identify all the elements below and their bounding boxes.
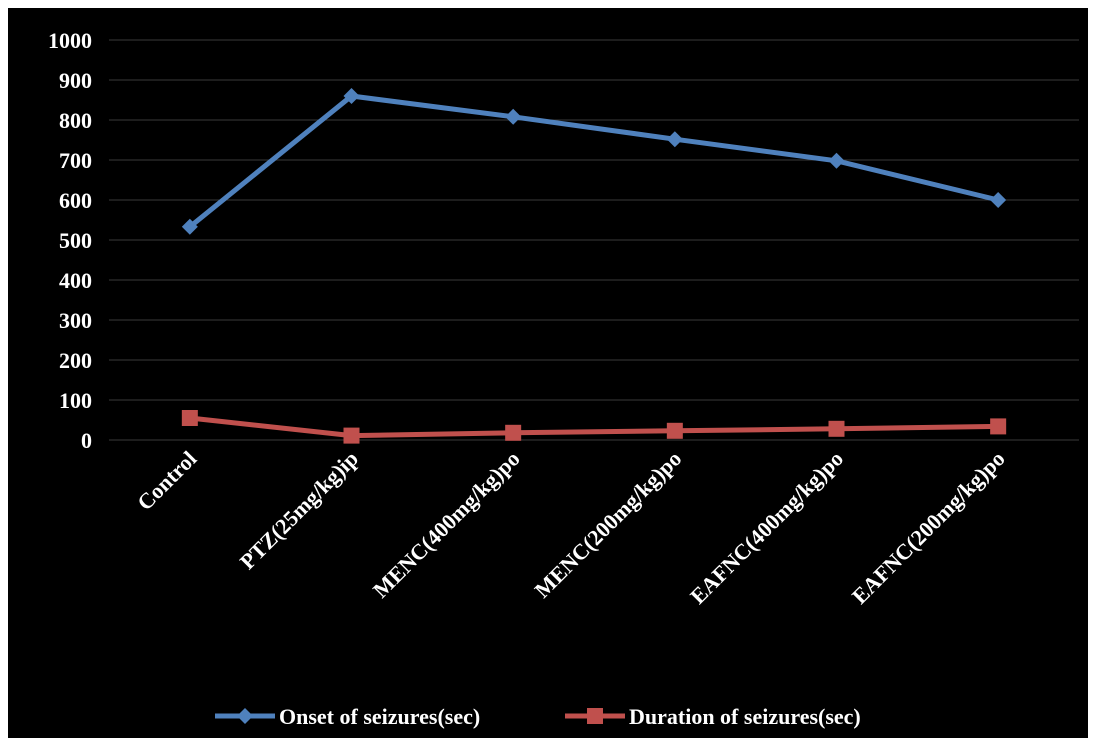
diamond-marker <box>990 192 1007 208</box>
x-tick-label: EAFNC(400mg/kg)po <box>685 446 848 609</box>
y-tick-label: 100 <box>59 388 92 413</box>
square-marker <box>990 418 1007 435</box>
diamond-marker <box>237 708 253 724</box>
x-tick-label: Control <box>132 446 201 515</box>
y-tick-label: 700 <box>59 148 92 173</box>
square-marker <box>181 410 198 426</box>
x-axis-tick-labels: Control PTZ(25mg/kg)ip MENC(400mg/kg)po MEN… <box>132 446 1010 609</box>
square-marker <box>666 422 683 439</box>
x-tick-label: MENC(400mg/kg)po <box>368 446 525 603</box>
x-tick-label: MENC(200mg/kg)po <box>530 446 687 603</box>
legend-entry: Duration of seizures(sec) <box>565 704 861 729</box>
line-chart: 0 100 200 300 400 500 600 700 800 900 1000 Control… <box>48 28 1079 729</box>
y-tick-label: 900 <box>59 68 92 93</box>
series-1 <box>181 410 1007 444</box>
square-marker <box>505 424 522 441</box>
series-line <box>187 415 1001 439</box>
y-tick-label: 0 <box>81 428 92 453</box>
y-tick-label: 500 <box>59 228 92 253</box>
chart-frame: 0 100 200 300 400 500 600 700 800 900 1000 Control… <box>8 8 1088 738</box>
legend: Onset of seizures(sec) Duration of seizur… <box>215 704 861 729</box>
square-marker <box>587 708 603 724</box>
diamond-marker <box>181 218 198 235</box>
y-axis-tick-labels: 0 100 200 300 400 500 600 700 800 900 1000 <box>48 28 92 453</box>
legend-entry: Onset of seizures(sec) <box>215 704 480 729</box>
y-tick-label: 1000 <box>48 28 92 53</box>
square-marker <box>828 420 845 437</box>
diamond-marker <box>666 131 683 148</box>
diamond-marker <box>343 88 360 104</box>
x-tick-label: EAFNC(200mg/kg)po <box>847 446 1010 609</box>
legend-label: Onset of seizures(sec) <box>279 704 480 729</box>
series-layer <box>181 88 1007 444</box>
y-tick-label: 300 <box>59 308 92 333</box>
diamond-marker <box>828 152 845 169</box>
x-tick-label: PTZ(25mg/kg)ip <box>235 446 363 574</box>
y-tick-label: 800 <box>59 108 92 133</box>
diamond-marker <box>505 108 522 125</box>
square-marker <box>343 427 360 444</box>
y-tick-label: 200 <box>59 348 92 373</box>
y-tick-label: 600 <box>59 188 92 213</box>
gridlines <box>109 39 1079 441</box>
y-tick-label: 400 <box>59 268 92 293</box>
series-line <box>187 93 1001 230</box>
series-0 <box>181 88 1007 235</box>
legend-label: Duration of seizures(sec) <box>629 704 861 729</box>
